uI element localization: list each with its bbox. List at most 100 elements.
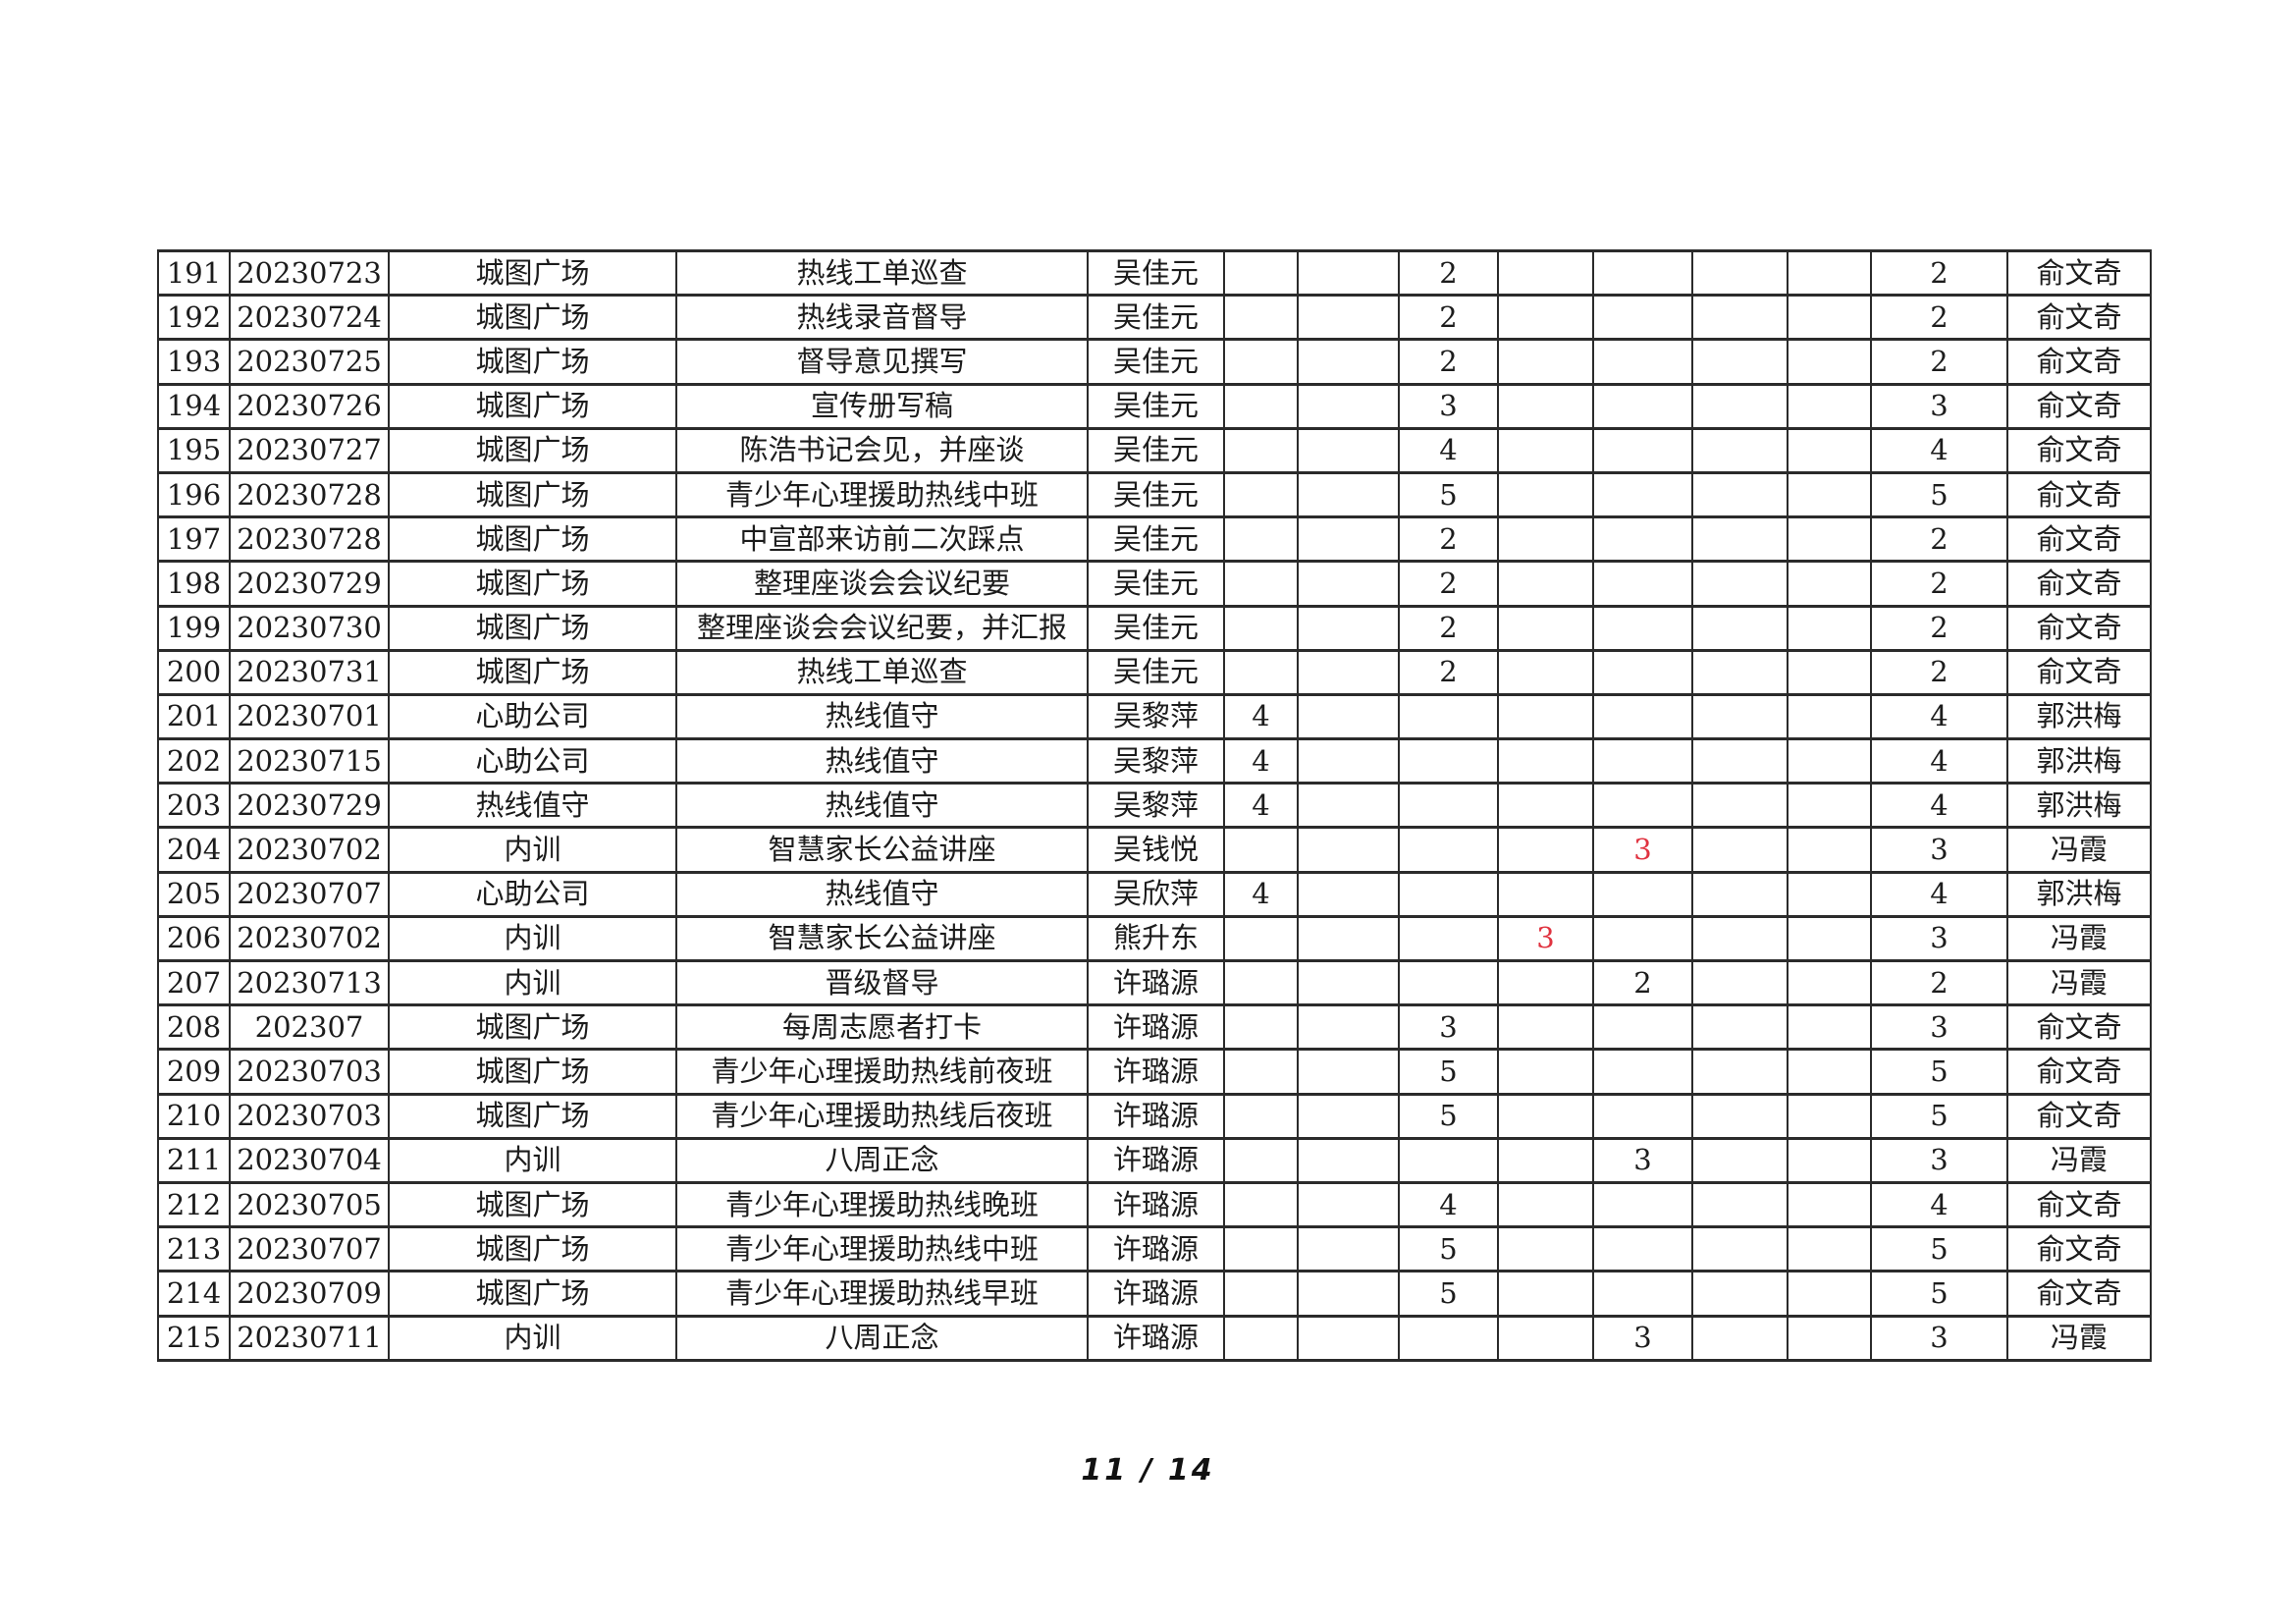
cell-hours-2	[1297, 826, 1400, 874]
cell-hours-2	[1297, 737, 1400, 785]
cell-total-hours: 5	[1870, 1225, 2008, 1273]
cell-row-number: 213	[157, 1225, 231, 1273]
cell-volunteer-name: 许璐源	[1087, 1003, 1225, 1052]
cell-hours-5	[1592, 1048, 1693, 1096]
cell-manager-name: 俞文奇	[2006, 1270, 2152, 1318]
cell-hours-6	[1691, 826, 1789, 874]
cell-row-number: 201	[157, 692, 231, 741]
cell-activity: 热线值守	[675, 692, 1089, 741]
cell-total-hours: 3	[1870, 826, 2008, 874]
table-row: 191 20230723 城图广场 热线工单巡查 吴佳元 2 2 俞文奇	[157, 248, 2152, 298]
cell-activity: 整理座谈会会议纪要，并汇报	[675, 604, 1089, 652]
cell-hours-2	[1297, 1136, 1400, 1184]
cell-hours-3: 2	[1398, 338, 1499, 386]
cell-hours-2	[1297, 648, 1400, 696]
cell-manager-name: 郭洪梅	[2006, 782, 2152, 830]
cell-organization: 城图广场	[388, 648, 677, 696]
cell-hours-2	[1297, 560, 1400, 608]
cell-manager-name: 俞文奇	[2006, 338, 2152, 386]
table-row: 207 20230713 内训 晋级督导 许璐源 2 2 冯霞	[157, 958, 2152, 1007]
page-number: 11 / 14	[1081, 1453, 1215, 1488]
cell-hours-5	[1592, 737, 1693, 785]
cell-hours-7	[1787, 426, 1872, 474]
cell-hours-1	[1223, 604, 1299, 652]
cell-date: 20230704	[229, 1136, 390, 1184]
cell-row-number: 197	[157, 515, 231, 564]
cell-date: 20230711	[229, 1314, 390, 1362]
cell-hours-4	[1497, 1136, 1594, 1184]
cell-hours-2	[1297, 782, 1400, 830]
cell-hours-4	[1497, 338, 1594, 386]
cell-date: 20230726	[229, 382, 390, 430]
cell-hours-7	[1787, 338, 1872, 386]
cell-date: 20230715	[229, 737, 390, 785]
cell-manager-name: 俞文奇	[2006, 604, 2152, 652]
cell-hours-5	[1592, 1180, 1693, 1229]
cell-activity: 热线值守	[675, 870, 1089, 918]
cell-hours-6	[1691, 426, 1789, 474]
cell-row-number: 196	[157, 470, 231, 519]
table-row: 197 20230728 城图广场 中宣部来访前二次踩点 吴佳元 2 2 俞文奇	[157, 515, 2152, 564]
cell-volunteer-name: 许璐源	[1087, 1092, 1225, 1140]
cell-hours-4: 3	[1497, 914, 1594, 963]
cell-date: 20230702	[229, 914, 390, 963]
cell-hours-1	[1223, 1003, 1299, 1052]
cell-hours-3: 3	[1398, 382, 1499, 430]
cell-date: 20230701	[229, 692, 390, 741]
cell-volunteer-name: 吴佳元	[1087, 560, 1225, 608]
cell-organization: 内训	[388, 958, 677, 1007]
cell-hours-4	[1497, 1003, 1594, 1052]
cell-hours-2	[1297, 470, 1400, 519]
cell-hours-5	[1592, 338, 1693, 386]
cell-volunteer-name: 许璐源	[1087, 1270, 1225, 1318]
cell-hours-4	[1497, 382, 1594, 430]
cell-hours-3: 2	[1398, 560, 1499, 608]
cell-hours-6	[1691, 382, 1789, 430]
cell-organization: 心助公司	[388, 870, 677, 918]
cell-activity: 热线录音督导	[675, 294, 1089, 342]
cell-hours-4	[1497, 737, 1594, 785]
cell-hours-5	[1592, 870, 1693, 918]
cell-volunteer-name: 吴黎萍	[1087, 737, 1225, 785]
cell-hours-1	[1223, 648, 1299, 696]
cell-manager-name: 俞文奇	[2006, 1180, 2152, 1229]
cell-hours-4	[1497, 1180, 1594, 1229]
cell-volunteer-name: 许璐源	[1087, 958, 1225, 1007]
cell-organization: 热线值守	[388, 782, 677, 830]
cell-date: 20230731	[229, 648, 390, 696]
cell-hours-3: 2	[1398, 515, 1499, 564]
cell-date: 20230730	[229, 604, 390, 652]
cell-hours-2	[1297, 604, 1400, 652]
cell-total-hours: 2	[1870, 958, 2008, 1007]
cell-hours-3: 2	[1398, 248, 1499, 298]
cell-hours-2	[1297, 248, 1400, 298]
cell-hours-4	[1497, 692, 1594, 741]
cell-hours-6	[1691, 248, 1789, 298]
cell-activity: 智慧家长公益讲座	[675, 826, 1089, 874]
cell-hours-4	[1497, 604, 1594, 652]
cell-organization: 城图广场	[388, 470, 677, 519]
cell-activity: 整理座谈会会议纪要	[675, 560, 1089, 608]
cell-hours-6	[1691, 294, 1789, 342]
cell-hours-3: 2	[1398, 648, 1499, 696]
cell-hours-5	[1592, 692, 1693, 741]
cell-volunteer-name: 吴佳元	[1087, 382, 1225, 430]
cell-hours-1	[1223, 1136, 1299, 1184]
cell-hours-6	[1691, 914, 1789, 963]
cell-organization: 城图广场	[388, 338, 677, 386]
cell-activity: 热线值守	[675, 737, 1089, 785]
cell-volunteer-name: 吴佳元	[1087, 338, 1225, 386]
cell-hours-1	[1223, 1180, 1299, 1229]
cell-hours-2	[1297, 692, 1400, 741]
table-row: 205 20230707 心助公司 热线值守 吴欣萍 4 4 郭洪梅	[157, 870, 2152, 918]
cell-hours-6	[1691, 470, 1789, 519]
cell-activity: 中宣部来访前二次踩点	[675, 515, 1089, 564]
cell-activity: 晋级督导	[675, 958, 1089, 1007]
cell-total-hours: 2	[1870, 604, 2008, 652]
cell-activity: 督导意见撰写	[675, 338, 1089, 386]
table-row: 202 20230715 心助公司 热线值守 吴黎萍 4 4 郭洪梅	[157, 737, 2152, 785]
cell-row-number: 191	[157, 248, 231, 298]
cell-hours-6	[1691, 560, 1789, 608]
cell-organization: 城图广场	[388, 1180, 677, 1229]
cell-manager-name: 俞文奇	[2006, 1048, 2152, 1096]
